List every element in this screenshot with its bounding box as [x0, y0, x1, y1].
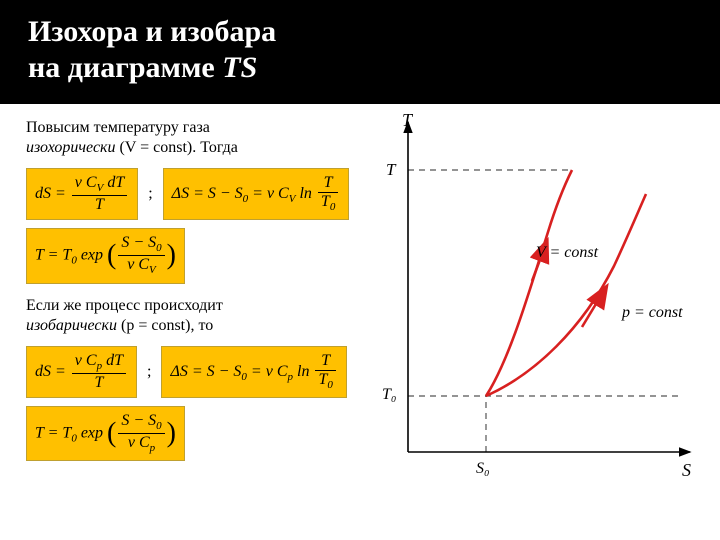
f1a-den: T — [72, 196, 127, 213]
f2b-dena: ν C — [128, 434, 150, 451]
formula-2b: T = T0 exp (S − S0ν Cp) — [26, 406, 356, 461]
f2b-numa: S − S — [121, 412, 156, 429]
page-title: Изохора и изобара на диаграмме TS — [28, 14, 692, 86]
f1a-numtail: dT — [103, 174, 124, 191]
f1a-sep: ; — [148, 185, 152, 202]
label-v-const: V = const — [536, 244, 598, 262]
f1a-rhs1: ΔS = S − S — [172, 185, 243, 202]
label-T-tick: T — [386, 160, 395, 180]
f2a-rhs2: = ν C — [247, 362, 288, 379]
axes — [408, 122, 690, 452]
f2a-num: ν C — [75, 352, 97, 369]
label-T0-tick: T₀ — [382, 386, 396, 404]
ts-diagram: T S T T₀ S₀ V = const p = const — [360, 114, 700, 504]
para2-b: изобарически — [26, 317, 117, 334]
f2a-den: T — [72, 374, 126, 391]
f1a-lndena: T — [321, 193, 330, 210]
paragraph-isochoric: Повысим температуру газа изохорически (V… — [26, 118, 356, 158]
para2-a: Если же процесс происходит — [26, 297, 223, 314]
f2b-a: T = T — [35, 424, 71, 441]
f2a-rhs1: ΔS = S − S — [170, 362, 241, 379]
curves — [486, 170, 646, 396]
f2a-ln: ln — [293, 362, 309, 379]
para1-a: Повысим температуру газа — [26, 119, 210, 136]
f1a-lndens: 0 — [330, 201, 336, 213]
label-T-axis: T — [402, 110, 412, 131]
label-S0-tick: S₀ — [476, 460, 490, 478]
title-bar: Изохора и изобара на диаграмме TS — [0, 0, 720, 104]
title-line1: Изохора и изобара — [28, 15, 276, 48]
f2a-lhs: dS = — [35, 362, 66, 379]
f1b-dena: ν C — [127, 256, 149, 273]
para1-c: (V = const). Тогда — [116, 139, 238, 156]
f1b-numa: S − S — [121, 234, 156, 251]
f2b-exp: exp — [77, 424, 103, 441]
f1b-exp: exp — [77, 247, 103, 264]
para1-b: изохорически — [26, 139, 116, 156]
title-line2-ts: TS — [222, 51, 257, 84]
f1a-ln: ln — [295, 185, 311, 202]
f1b-dens: V — [149, 265, 156, 277]
f2a-sep: ; — [147, 362, 151, 379]
title-line2a: на диаграмме — [28, 51, 222, 84]
f2a-lndens: 0 — [327, 379, 333, 391]
label-S-axis: S — [682, 460, 691, 481]
f1a-rhs2: = ν C — [248, 185, 289, 202]
f1a-lhs: dS = — [35, 185, 66, 202]
label-p-const: p = const — [622, 304, 683, 322]
f1a-num: ν C — [75, 174, 97, 191]
formula-2a: dS = ν Cp dTT ; ΔS = S − S0 = ν Cp ln TT… — [26, 346, 356, 398]
formula-1a: dS = ν CV dTT ; ΔS = S − S0 = ν CV ln TT… — [26, 168, 356, 220]
f2b-nums: 0 — [156, 420, 162, 432]
f2a-numtail: dT — [102, 352, 123, 369]
formula-1b: T = T0 exp (S − S0ν CV) — [26, 228, 356, 283]
f2b-dens: p — [150, 442, 156, 454]
paragraph-isobaric: Если же процесс происходит изобарически … — [26, 296, 356, 336]
f1b-a: T = T — [35, 247, 71, 264]
f1a-lnnum: T — [318, 175, 338, 193]
para2-c: (p = const), то — [117, 317, 213, 334]
f1b-nums: 0 — [156, 242, 162, 254]
left-column: Повысим температуру газа изохорически (V… — [26, 118, 356, 461]
f2a-lnnum: T — [315, 353, 335, 371]
